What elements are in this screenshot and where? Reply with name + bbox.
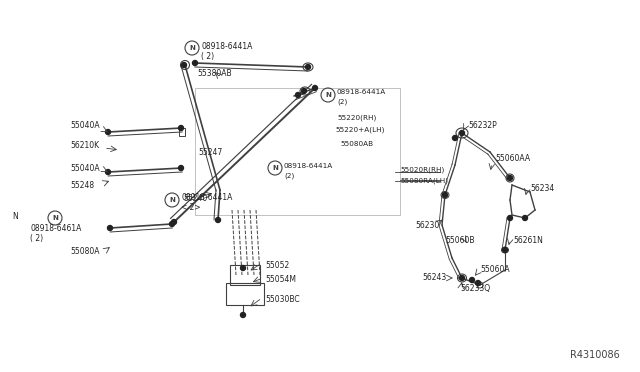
- Text: 55380AB: 55380AB: [197, 68, 232, 77]
- Text: (2): (2): [337, 99, 348, 105]
- Circle shape: [452, 135, 458, 141]
- Circle shape: [106, 170, 111, 174]
- Circle shape: [522, 215, 527, 221]
- Circle shape: [476, 280, 481, 285]
- Text: 08918-6441A: 08918-6441A: [181, 192, 232, 202]
- Text: (2): (2): [284, 173, 294, 179]
- Circle shape: [182, 62, 186, 67]
- Circle shape: [179, 166, 184, 170]
- Text: 55080A: 55080A: [70, 247, 99, 257]
- Text: 55040A: 55040A: [70, 121, 100, 129]
- Text: N: N: [272, 165, 278, 171]
- Circle shape: [216, 218, 221, 222]
- Text: 55247: 55247: [198, 148, 222, 157]
- Text: 56234: 56234: [530, 183, 554, 192]
- Text: 56233Q: 56233Q: [460, 283, 490, 292]
- Text: 55220+A(LH): 55220+A(LH): [335, 127, 385, 133]
- Text: 55248: 55248: [70, 180, 94, 189]
- Circle shape: [241, 312, 246, 317]
- Circle shape: [179, 125, 184, 131]
- Circle shape: [312, 86, 317, 90]
- Text: 55054M: 55054M: [265, 276, 296, 285]
- Circle shape: [296, 93, 301, 97]
- Circle shape: [442, 192, 447, 198]
- Circle shape: [108, 225, 113, 231]
- Text: 08918-6441A: 08918-6441A: [284, 163, 333, 169]
- Text: 55240: 55240: [183, 193, 207, 202]
- Circle shape: [106, 129, 111, 135]
- Circle shape: [170, 221, 175, 227]
- Circle shape: [502, 247, 508, 253]
- Circle shape: [241, 266, 246, 270]
- Circle shape: [193, 61, 198, 65]
- Text: ( 2): ( 2): [30, 234, 43, 243]
- Bar: [230, 265, 260, 285]
- Text: 56210K: 56210K: [70, 141, 99, 150]
- Circle shape: [460, 131, 465, 135]
- Text: 55020R(RH): 55020R(RH): [400, 167, 444, 173]
- Circle shape: [301, 89, 307, 93]
- Text: 55040A: 55040A: [70, 164, 100, 173]
- Text: 55060AA: 55060AA: [495, 154, 530, 163]
- Text: 08918-6441A: 08918-6441A: [337, 89, 387, 95]
- Circle shape: [508, 215, 513, 221]
- Bar: [179, 128, 185, 136]
- Text: 55080AB: 55080AB: [340, 141, 373, 147]
- Text: 56261N: 56261N: [513, 235, 543, 244]
- Circle shape: [460, 276, 465, 280]
- Text: R4310086: R4310086: [570, 350, 620, 360]
- Text: 55030BC: 55030BC: [265, 295, 300, 305]
- Circle shape: [470, 278, 474, 282]
- Text: N: N: [325, 92, 331, 98]
- Text: 55080RA(LH): 55080RA(LH): [400, 178, 448, 184]
- Text: N: N: [189, 45, 195, 51]
- Text: 55060A: 55060A: [480, 266, 509, 275]
- Text: < 2>: < 2>: [181, 202, 200, 212]
- Text: 56243: 56243: [422, 273, 446, 282]
- Text: N: N: [169, 197, 175, 203]
- Bar: [195, 88, 400, 215]
- Text: 56230: 56230: [415, 221, 439, 230]
- Text: N: N: [12, 212, 18, 221]
- Bar: [226, 283, 264, 305]
- Text: 55060B: 55060B: [445, 235, 474, 244]
- Circle shape: [172, 219, 177, 224]
- Text: 08918-6441A: 08918-6441A: [201, 42, 252, 51]
- Text: N: N: [52, 215, 58, 221]
- Text: 55220(RH): 55220(RH): [337, 115, 376, 121]
- Text: 55052: 55052: [265, 260, 289, 269]
- Text: 56232P: 56232P: [468, 121, 497, 129]
- Circle shape: [305, 64, 310, 70]
- Text: 08918-6461A: 08918-6461A: [30, 224, 81, 232]
- Circle shape: [508, 176, 513, 180]
- Text: ( 2): ( 2): [201, 51, 214, 61]
